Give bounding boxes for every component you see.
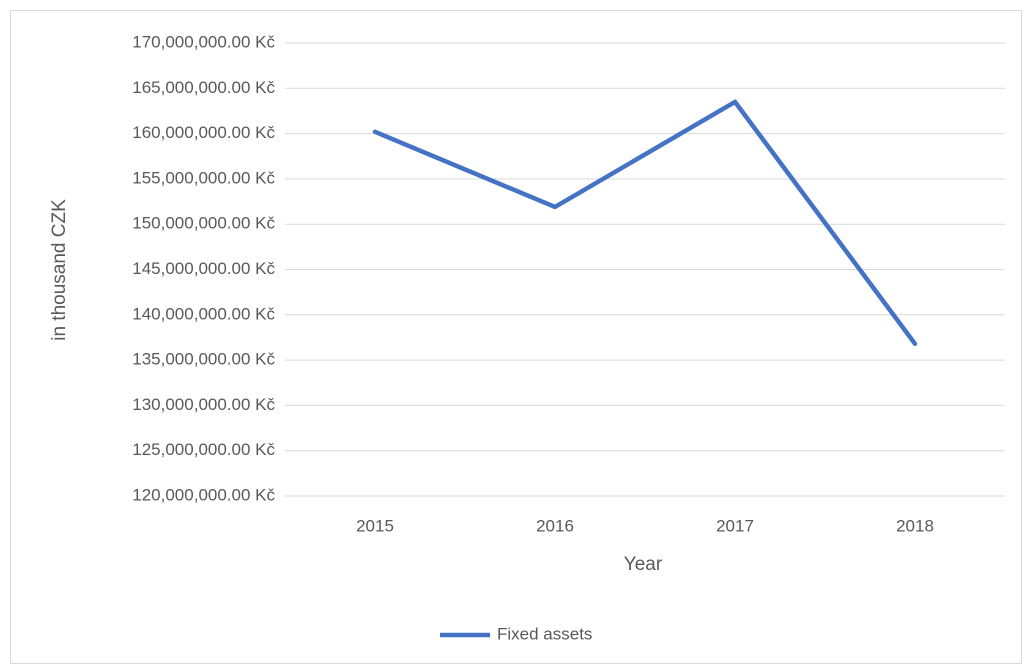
y-tick-label: 155,000,000.00 Kč [132, 168, 275, 187]
y-tick-label: 165,000,000.00 Kč [132, 78, 275, 97]
x-tick-label: 2018 [896, 516, 934, 535]
legend-label: Fixed assets [497, 624, 592, 643]
y-tick-label: 120,000,000.00 Kč [132, 485, 275, 504]
y-tick-label: 170,000,000.00 Kč [132, 32, 275, 51]
y-axis-title: in thousand CZK [49, 199, 70, 341]
y-tick-label: 160,000,000.00 Kč [132, 123, 275, 142]
chart-border [10, 10, 1022, 664]
y-tick-label: 140,000,000.00 Kč [132, 304, 275, 323]
x-tick-label: 2017 [716, 516, 754, 535]
x-tick-label: 2015 [356, 516, 394, 535]
y-tick-label: 125,000,000.00 Kč [132, 440, 275, 459]
y-tick-label: 145,000,000.00 Kč [132, 259, 275, 278]
y-tick-label: 135,000,000.00 Kč [132, 350, 275, 369]
x-axis-title: Year [624, 554, 663, 575]
data-line [372, 99, 918, 347]
y-tick-label: 150,000,000.00 Kč [132, 214, 275, 233]
y-tick-label: 130,000,000.00 Kč [132, 395, 275, 414]
x-tick-label: 2016 [536, 516, 574, 535]
